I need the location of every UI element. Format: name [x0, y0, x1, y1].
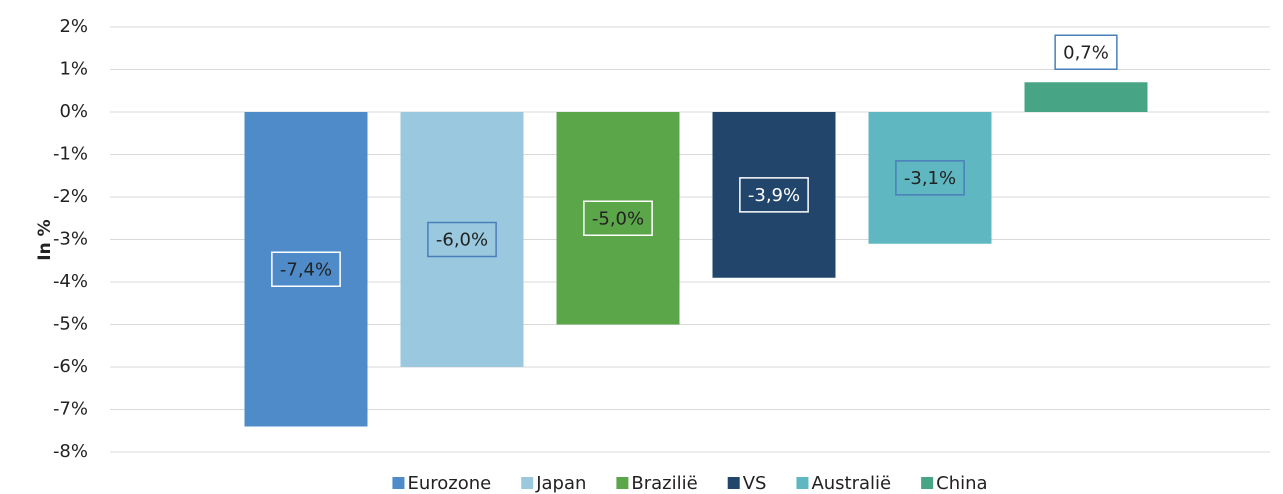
legend-swatch [616, 477, 629, 489]
legend-swatch [392, 477, 405, 489]
data-label-box [427, 221, 497, 258]
y-tick-label: -3% [53, 229, 88, 250]
legend: Eurozone Japan Brazilië VS Australië China [392, 473, 988, 494]
data-label-box [739, 177, 809, 213]
legend-label: Australië [811, 473, 891, 494]
y-axis-title: In % [35, 219, 55, 260]
y-tick-label: -4% [53, 271, 88, 292]
data-label-text: -6,0% [436, 230, 488, 251]
data-label: 0,7% [1054, 34, 1118, 70]
data-label: -6,0% [427, 221, 497, 258]
data-label-box [271, 251, 341, 287]
data-label-box [583, 200, 653, 236]
data-label-text: 0,7% [1063, 42, 1109, 63]
y-tick-label: -7% [53, 399, 88, 420]
y-tick-label: 0% [59, 101, 88, 122]
legend-label: Brazilië [631, 473, 697, 494]
y-tick-label: -5% [53, 314, 88, 335]
bar [1024, 82, 1148, 112]
y-tick-label: -6% [53, 356, 88, 377]
legend-swatch [521, 477, 534, 489]
data-label-box [1054, 34, 1118, 70]
bar [400, 112, 524, 367]
data-label: -5,0% [583, 200, 653, 236]
y-tick-label: 2% [59, 16, 88, 37]
bar [712, 112, 836, 278]
data-label-box [895, 160, 965, 196]
y-tick-label: 1% [59, 59, 88, 80]
bar [556, 112, 680, 325]
legend-swatch [796, 477, 809, 489]
y-tick-label: -2% [53, 186, 88, 207]
bar [244, 112, 368, 427]
data-label: -3,1% [895, 160, 965, 196]
data-label-text: -3,1% [904, 168, 956, 189]
bar [868, 112, 992, 244]
data-label: -7,4% [271, 251, 341, 287]
legend-label: Japan [535, 473, 586, 494]
data-label: -3,9% [739, 177, 809, 213]
y-tick-label: -1% [53, 144, 88, 165]
data-label-text: -7,4% [280, 259, 332, 280]
legend-label: Eurozone [407, 473, 491, 494]
legend-label: VS [743, 473, 767, 494]
data-label-text: -5,0% [592, 208, 644, 229]
legend-swatch [921, 477, 934, 489]
legend-swatch [727, 477, 740, 489]
data-label-text: -3,9% [748, 185, 800, 206]
y-tick-label: -8% [53, 441, 88, 462]
legend-label: China [936, 473, 987, 494]
